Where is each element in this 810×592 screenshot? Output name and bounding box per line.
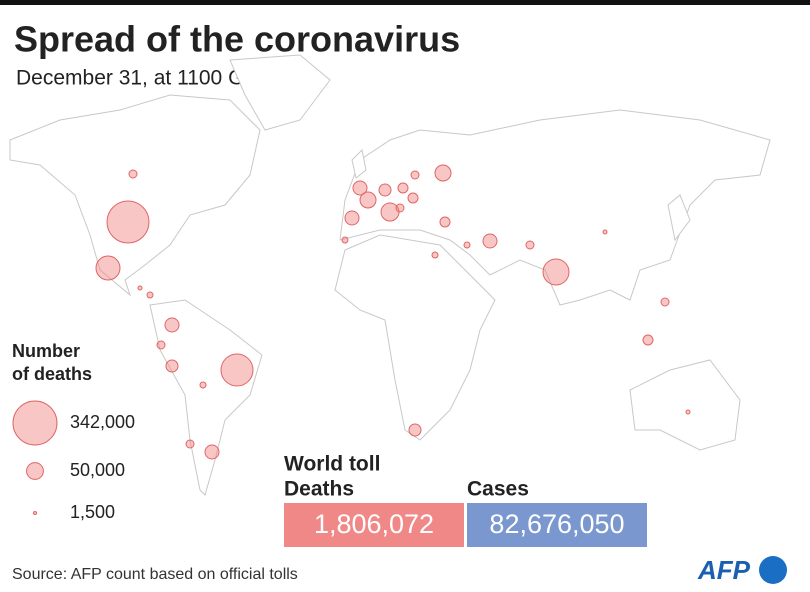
title: Spread of the coronavirus <box>14 19 460 60</box>
logo: AFP <box>697 555 751 585</box>
world-map <box>9 54 771 496</box>
source: Source: AFP count based on official toll… <box>12 566 298 583</box>
legend-title: of deaths <box>12 364 92 384</box>
legend-bubble <box>12 400 58 446</box>
legend-label: 1,500 <box>70 502 115 522</box>
legend-label: 342,000 <box>70 412 135 432</box>
deaths-box <box>284 503 464 547</box>
legend-label: 50,000 <box>70 460 125 480</box>
legend: 342,000 50,000 1,500 <box>12 400 135 522</box>
map-bubbles <box>95 164 691 460</box>
cases-box <box>467 503 647 547</box>
logo-mark <box>759 556 787 584</box>
deaths-label: Deaths <box>284 478 354 501</box>
subtitle: December 31, at 1100 GMT <box>16 67 275 90</box>
toll-heading: World toll <box>284 453 380 476</box>
cases-label: Cases <box>467 478 529 501</box>
top-bar <box>0 0 810 5</box>
legend-bubble <box>26 462 44 480</box>
legend-title: Number <box>12 341 80 361</box>
cases-value: 82,676,050 <box>489 509 624 539</box>
legend-bubble <box>33 511 37 515</box>
deaths-value: 1,806,072 <box>314 509 434 539</box>
